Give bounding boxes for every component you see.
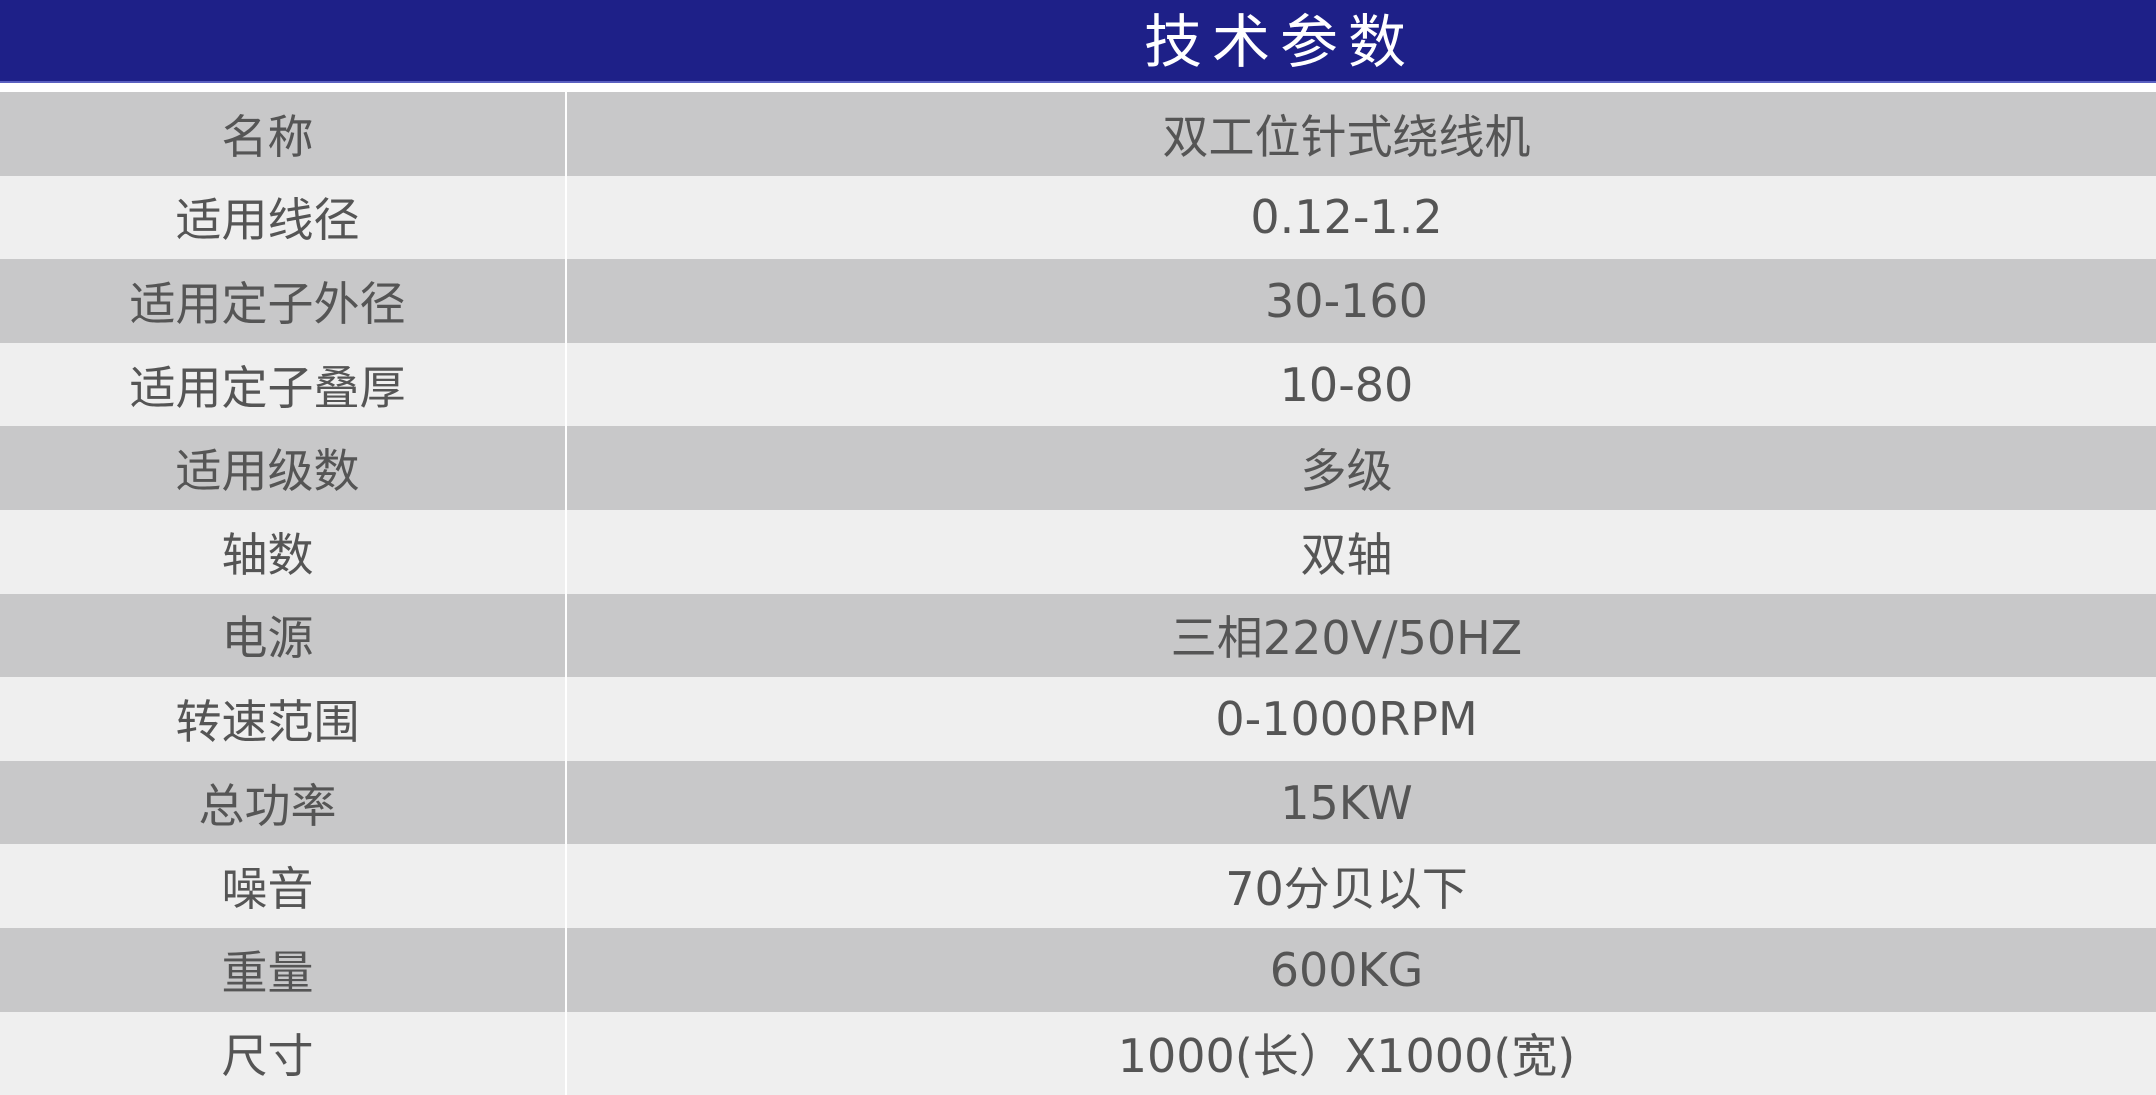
table-row: 转速范围 0-1000RPM bbox=[0, 677, 2156, 761]
spec-label: 转速范围 bbox=[0, 677, 567, 761]
spec-label: 重量 bbox=[0, 927, 567, 1012]
spec-label: 适用定子外径 bbox=[0, 259, 567, 343]
table-row: 轴数 双轴 bbox=[0, 509, 2156, 594]
spec-label: 适用级数 bbox=[0, 426, 567, 510]
spec-label: 噪音 bbox=[0, 844, 567, 928]
spec-value: 0-1000RPM bbox=[1215, 691, 1478, 746]
table-row: 尺寸 1000(长）X1000(宽) bbox=[0, 1011, 2156, 1095]
table-row: 电源 三相220V/50HZ bbox=[0, 593, 2156, 678]
spec-value: 三相220V/50HZ bbox=[1170, 611, 1523, 666]
table-row: 适用线径 0.12-1.2 bbox=[0, 175, 2156, 260]
header-bar: 技术参数 bbox=[0, 0, 2156, 83]
spec-value: 双工位针式绕线机 bbox=[1162, 109, 1531, 164]
spec-value: 600KG bbox=[1269, 942, 1424, 997]
table-row: 适用定子外径 30-160 bbox=[0, 259, 2156, 343]
spec-table: 名称 双工位针式绕线机适用线径 0.12-1.2 适用定子外径 30-160 适用定子叠厚… bbox=[0, 92, 2156, 1095]
table-row: 适用级数 多级 bbox=[0, 426, 2156, 510]
spec-value: 0.12-1.2 bbox=[1250, 190, 1443, 245]
table-row: 名称 双工位针式绕线机 bbox=[0, 92, 2156, 176]
table-row: 总功率 15KW bbox=[0, 760, 2156, 845]
spec-value: 30-160 bbox=[1265, 273, 1428, 328]
spec-label: 适用定子叠厚 bbox=[0, 342, 567, 427]
spec-value: 10-80 bbox=[1279, 357, 1414, 412]
page-title: 技术参数 bbox=[1143, 8, 1416, 76]
spec-value: 70分贝以下 bbox=[1225, 862, 1468, 917]
spec-label: 名称 bbox=[0, 92, 567, 176]
spec-value: 15KW bbox=[1280, 775, 1413, 830]
spec-value: 双轴 bbox=[1300, 527, 1393, 582]
spec-label: 适用线径 bbox=[0, 175, 567, 260]
spec-value: 多级 bbox=[1300, 444, 1393, 499]
table-row: 适用定子叠厚 10-80 bbox=[0, 342, 2156, 427]
spec-label: 尺寸 bbox=[0, 1011, 567, 1095]
spec-label: 总功率 bbox=[0, 760, 567, 845]
table-row: 重量 600KG bbox=[0, 927, 2156, 1012]
spec-label: 轴数 bbox=[0, 509, 567, 594]
table-row: 噪音 70分贝以下 bbox=[0, 844, 2156, 928]
spec-label: 电源 bbox=[0, 593, 567, 678]
spec-value: 1000(长）X1000(宽) bbox=[1117, 1029, 1576, 1084]
